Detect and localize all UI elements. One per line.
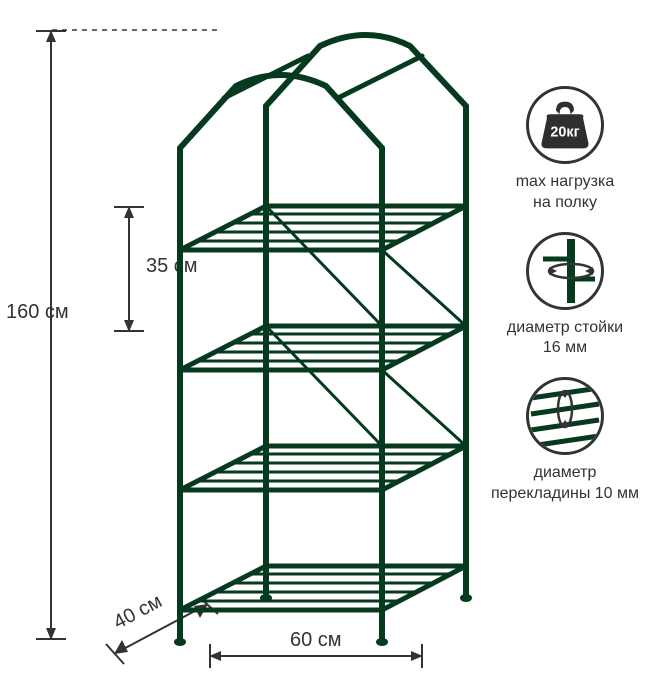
text-line: перекладины 10 мм [491,485,639,502]
spec-post-diameter-label: диаметр стойки 16 мм [507,318,623,360]
crossbar-diameter-icon [526,377,604,455]
shelf-svg [150,30,480,650]
spec-max-load-label: max нагрузка на полку [516,172,615,214]
spec-max-load: 20кг max нагрузка на полку [516,86,615,214]
shelf-4 [180,566,466,610]
dim-label-height: 160 см [6,300,69,324]
infographic-container: 160 см 35 см 40 см 60 см [0,0,664,680]
arrowheads-spacing [122,204,136,334]
arrowheads-width [207,649,425,663]
shelf-2 [180,326,466,370]
shelf-illustration [150,30,480,650]
spec-post-diameter: диаметр стойки 16 мм [507,232,623,360]
specs-panel: 20кг max нагрузка на полку [490,86,640,505]
text-line: 16 мм [543,339,587,356]
text-line: на полку [533,194,597,211]
spec-crossbar-diameter: диаметр перекладины 10 мм [491,377,639,505]
text-line: диаметр [534,464,597,481]
arrowheads-height [44,28,58,642]
shelf-3 [180,446,466,490]
shelf-1 [180,206,466,250]
weight-value: 20кг [550,125,579,141]
weight-icon: 20кг [526,86,604,164]
text-line: max нагрузка [516,173,615,190]
text-line: диаметр стойки [507,319,623,336]
spec-crossbar-diameter-label: диаметр перекладины 10 мм [491,463,639,505]
post-diameter-icon [526,232,604,310]
